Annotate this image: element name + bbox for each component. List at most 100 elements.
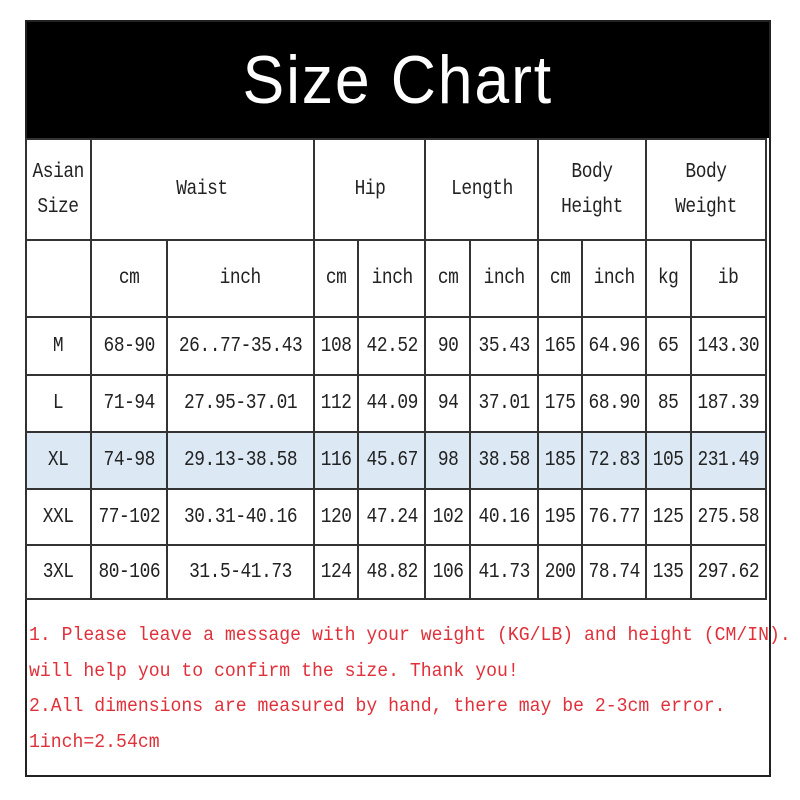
value-cell: 94: [424, 374, 472, 433]
cell-value: 68-90: [103, 334, 155, 358]
value-cell: 76.77: [580, 488, 648, 546]
cell-value: 297.62: [697, 560, 760, 584]
note-line: 1inch=2.54cm: [29, 730, 160, 753]
cell-value: 116: [320, 449, 352, 472]
page-title: Size Chart: [242, 42, 554, 118]
column-header: Waist: [89, 138, 316, 241]
cell-value: 64.96: [588, 334, 640, 358]
cell-value: 200: [544, 560, 576, 584]
value-cell: 143.30: [690, 316, 767, 376]
value-cell: 37.01: [469, 374, 539, 433]
cell-value: 41.73: [478, 560, 530, 584]
value-cell: 40.16: [469, 488, 539, 546]
value-cell: 80-106: [89, 544, 168, 600]
size-table: Asian Size Waist Hip Length Body Height Body …: [25, 138, 767, 600]
cell-value: 98: [437, 449, 459, 472]
value-cell: 275.58: [690, 488, 767, 546]
unit-cell: inch: [580, 239, 648, 318]
unit-row: cm inch cm inch cm inch cm inch kg ib: [25, 239, 767, 318]
cell-value: 125: [653, 505, 685, 529]
value-cell: 112: [313, 374, 360, 433]
cell-value: 165: [544, 334, 576, 358]
value-cell: 64.96: [580, 316, 648, 376]
cell-value: 175: [544, 392, 576, 415]
cell-value: 94: [437, 392, 459, 415]
cell-value: 45.67: [366, 449, 418, 472]
size-label-cell: M: [25, 316, 92, 376]
table-row: 3XL 80-106 31.5-41.73 124 48.82 106 41.73 200 78…: [25, 544, 767, 600]
unit-label: cm: [549, 267, 571, 290]
column-header-label: Hip: [354, 178, 386, 201]
cell-value: 231.49: [697, 449, 760, 472]
value-cell: 44.09: [357, 374, 427, 433]
cell-value: 124: [320, 560, 352, 584]
unit-label: inch: [219, 267, 262, 290]
cell-value: 35.43: [478, 334, 530, 358]
cell-value: 80-106: [97, 560, 160, 584]
cell-value: 44.09: [366, 392, 418, 415]
cell-value: 30.31-40.16: [183, 505, 298, 529]
cell-value: 27.95-37.01: [183, 392, 298, 415]
unit-cell: cm: [536, 239, 583, 318]
cell-value: 47.24: [366, 505, 418, 529]
notes: 1. Please leave a message with your weig…: [29, 618, 800, 760]
unit-cell: cm: [89, 239, 168, 318]
unit-label: cm: [437, 267, 459, 290]
value-cell: 78.74: [580, 544, 648, 600]
value-cell: 98: [424, 431, 472, 490]
value-cell: 165: [536, 316, 583, 376]
cell-value: L: [53, 392, 64, 415]
cell-value: 40.16: [478, 505, 530, 529]
unit-cell: inch: [357, 239, 427, 318]
value-cell: 47.24: [357, 488, 427, 546]
unit-cell: inch: [469, 239, 539, 318]
cell-value: 106: [432, 560, 464, 584]
value-cell: 41.73: [469, 544, 539, 600]
cell-value: 77-102: [97, 505, 160, 529]
value-cell: 68.90: [580, 374, 648, 433]
column-header-label: Waist: [176, 178, 229, 201]
value-cell: 200: [536, 544, 583, 600]
cell-value: 68.90: [588, 392, 640, 415]
cell-value: XXL: [42, 505, 74, 529]
table-row: L 71-94 27.95-37.01 112 44.09 94 37.01 175 68.90…: [25, 374, 767, 433]
value-cell: 108: [313, 316, 360, 376]
value-cell: 65: [645, 316, 693, 376]
value-cell: 231.49: [690, 431, 767, 490]
cell-value: 85: [658, 392, 679, 415]
value-cell: 105: [645, 431, 693, 490]
value-cell: 120: [313, 488, 360, 546]
value-cell: 185: [536, 431, 583, 490]
cell-value: 187.39: [697, 392, 760, 415]
value-cell: 68-90: [89, 316, 168, 376]
value-cell: 45.67: [357, 431, 427, 490]
unit-label: kg: [658, 267, 679, 290]
size-label-cell: XXL: [25, 488, 92, 546]
cell-value: 78.74: [588, 560, 640, 584]
value-cell: 135: [645, 544, 693, 600]
value-cell: 106: [424, 544, 472, 600]
value-cell: 42.52: [357, 316, 427, 376]
value-cell: 125: [645, 488, 693, 546]
value-cell: 297.62: [690, 544, 767, 600]
size-label-cell: L: [25, 374, 92, 433]
cell-value: 37.01: [478, 392, 530, 415]
value-cell: 30.31-40.16: [165, 488, 316, 546]
title-bar: Size Chart: [27, 22, 769, 138]
note-line: 1. Please leave a message with your weig…: [29, 624, 800, 646]
unit-cell: inch: [165, 239, 316, 318]
size-chart: Size Chart Asian Size Waist Hip Length Body …: [25, 20, 800, 777]
value-cell: 72.83: [580, 431, 648, 490]
unit-cell: cm: [313, 239, 360, 318]
value-cell: 38.58: [469, 431, 539, 490]
column-header: Asian Size: [25, 138, 92, 241]
value-cell: 74-98: [89, 431, 168, 490]
unit-label: inch: [593, 267, 635, 290]
value-cell: 195: [536, 488, 583, 546]
value-cell: 90: [424, 316, 472, 376]
value-cell: 48.82: [357, 544, 427, 600]
cell-value: 3XL: [42, 560, 74, 584]
cell-value: 26..77-35.43: [178, 334, 303, 358]
unit-cell: cm: [424, 239, 472, 318]
table-row: XXL 77-102 30.31-40.16 120 47.24 102 40.16 195 7…: [25, 488, 767, 546]
